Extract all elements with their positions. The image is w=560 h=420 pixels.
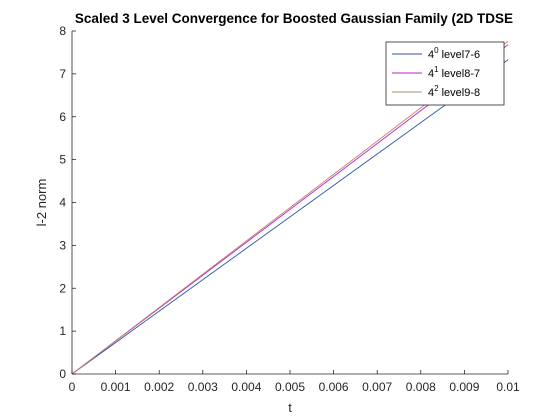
y-tick-label: 1 [59, 324, 66, 338]
y-tick-label: 3 [59, 238, 66, 252]
x-tick-label: 0.003 [188, 380, 218, 394]
legend-label: 42 level9-8 [428, 84, 480, 99]
legend-box [385, 41, 505, 106]
title-background [72, 13, 516, 25]
x-tick-label: 0.009 [449, 380, 479, 394]
x-tick-label: 0.002 [144, 380, 174, 394]
x-tick-label: 0.001 [101, 380, 131, 394]
y-tick-label: 5 [59, 153, 66, 167]
legend-label: 41 level8-7 [428, 65, 480, 80]
y-tick-label: 7 [59, 67, 66, 81]
legend-entry-3: 42 level9-8 [392, 84, 480, 99]
legend-entry-1: 40 level7-6 [392, 46, 480, 61]
y-tick-label: 6 [59, 110, 66, 124]
legend: 40 level7-6 41 level8-7 42 level9-8 [385, 41, 505, 106]
x-tick-label: 0 [69, 380, 76, 394]
legend-entry-2: 41 level8-7 [392, 65, 480, 80]
y-axis-label: l-2 norm [34, 179, 49, 227]
y-tick-label: 8 [59, 24, 66, 38]
chart-title: Scaled 3 Level Convergence for Boosted G… [75, 11, 513, 26]
x-axis-label: t [288, 400, 292, 415]
x-tick-label: 0.004 [231, 380, 261, 394]
x-tick-label: 0.005 [275, 380, 305, 394]
x-tick-label: 0.008 [406, 380, 436, 394]
y-tick-label: 4 [59, 196, 66, 210]
y-tick-label: 0 [59, 367, 66, 381]
legend-label: 40 level7-6 [428, 46, 480, 61]
x-tick-label: 0.01 [496, 380, 520, 394]
series-line-1 [71, 59, 509, 375]
legend-items: 40 level7-6 41 level8-7 42 level9-8 [392, 46, 480, 99]
ticks-layer: 0 0.001 0.002 0.003 0.004 0.005 0.006 0.007 0.00… [59, 24, 520, 394]
x-tick-label: 0.007 [362, 380, 392, 394]
x-tick-label: 0.006 [319, 380, 349, 394]
y-tick-label: 2 [59, 281, 66, 295]
